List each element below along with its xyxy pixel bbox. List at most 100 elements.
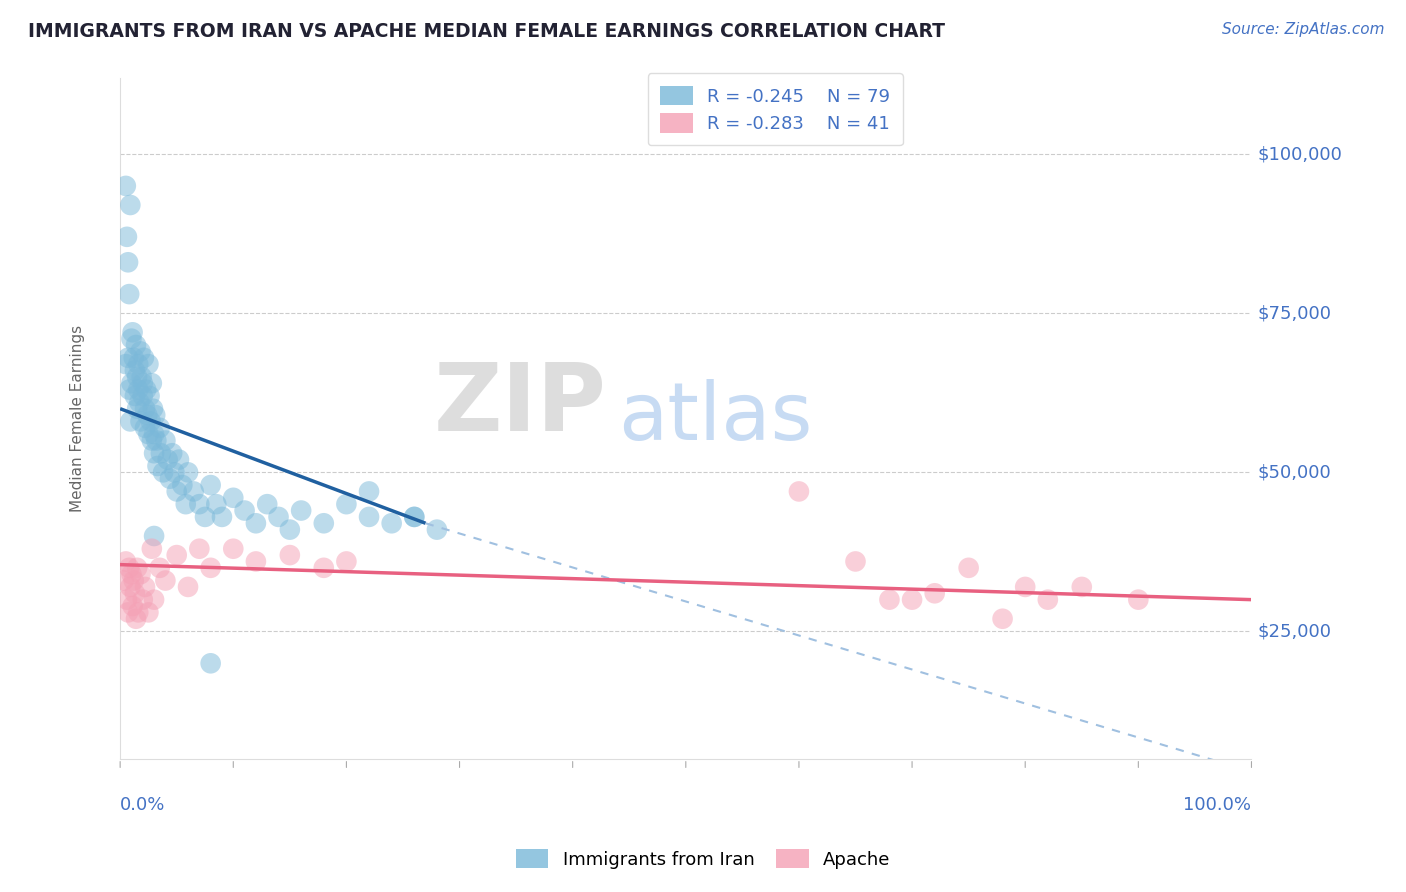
Point	[844, 554, 866, 568]
Point	[127, 606, 149, 620]
Point	[120, 376, 142, 391]
Point	[901, 592, 924, 607]
Point	[125, 612, 148, 626]
Point	[160, 446, 183, 460]
Point	[120, 414, 142, 428]
Point	[121, 599, 143, 613]
Text: $50,000: $50,000	[1257, 463, 1331, 482]
Point	[127, 561, 149, 575]
Point	[357, 484, 380, 499]
Point	[128, 395, 150, 409]
Point	[134, 401, 156, 416]
Point	[120, 332, 142, 346]
Point	[188, 497, 211, 511]
Point	[152, 466, 174, 480]
Text: ZIP: ZIP	[433, 359, 606, 450]
Point	[200, 657, 222, 671]
Point	[879, 592, 901, 607]
Point	[129, 344, 152, 359]
Point	[143, 408, 166, 422]
Point	[117, 351, 139, 365]
Text: Median Female Earnings: Median Female Earnings	[70, 325, 84, 512]
Point	[125, 338, 148, 352]
Point	[1128, 592, 1150, 607]
Point	[163, 466, 186, 480]
Point	[183, 484, 205, 499]
Point	[138, 427, 160, 442]
Point	[172, 478, 194, 492]
Point	[122, 574, 145, 588]
Text: $75,000: $75,000	[1257, 304, 1331, 322]
Point	[167, 452, 190, 467]
Point	[136, 408, 159, 422]
Point	[200, 561, 222, 575]
Text: Source: ZipAtlas.com: Source: ZipAtlas.com	[1222, 22, 1385, 37]
Point	[957, 561, 980, 575]
Point	[787, 484, 810, 499]
Point	[991, 612, 1014, 626]
Point	[312, 561, 335, 575]
Point	[129, 414, 152, 428]
Point	[159, 472, 181, 486]
Point	[138, 606, 160, 620]
Point	[120, 567, 142, 582]
Point	[141, 541, 163, 556]
Text: 100.0%: 100.0%	[1184, 797, 1251, 814]
Point	[118, 561, 141, 575]
Point	[118, 383, 141, 397]
Point	[404, 509, 426, 524]
Point	[134, 580, 156, 594]
Point	[149, 421, 172, 435]
Point	[127, 369, 149, 384]
Point	[124, 389, 146, 403]
Point	[222, 541, 245, 556]
Point	[194, 509, 217, 524]
Point	[114, 178, 136, 193]
Point	[278, 548, 301, 562]
Point	[122, 351, 145, 365]
Point	[135, 383, 157, 397]
Point	[222, 491, 245, 505]
Point	[155, 574, 177, 588]
Point	[357, 509, 380, 524]
Point	[245, 516, 267, 531]
Point	[174, 497, 197, 511]
Point	[141, 434, 163, 448]
Point	[335, 554, 357, 568]
Point	[177, 580, 200, 594]
Point	[404, 509, 426, 524]
Point	[112, 574, 135, 588]
Point	[132, 592, 155, 607]
Point	[381, 516, 404, 531]
Point	[139, 414, 162, 428]
Point	[114, 554, 136, 568]
Point	[290, 503, 312, 517]
Point	[127, 357, 149, 371]
Point	[124, 363, 146, 377]
Point	[177, 466, 200, 480]
Point	[278, 523, 301, 537]
Point	[149, 561, 172, 575]
Point	[1070, 580, 1092, 594]
Point	[256, 497, 278, 511]
Point	[114, 357, 136, 371]
Point	[267, 509, 290, 524]
Point	[166, 484, 188, 499]
Point	[127, 383, 149, 397]
Point	[120, 580, 142, 594]
Point	[143, 427, 166, 442]
Point	[132, 389, 155, 403]
Point	[155, 434, 177, 448]
Point	[245, 554, 267, 568]
Point	[142, 401, 165, 416]
Point	[131, 369, 153, 384]
Legend: Immigrants from Iran, Apache: Immigrants from Iran, Apache	[509, 841, 897, 876]
Point	[200, 478, 222, 492]
Point	[134, 421, 156, 435]
Point	[149, 446, 172, 460]
Point	[138, 357, 160, 371]
Text: atlas: atlas	[617, 379, 813, 458]
Point	[312, 516, 335, 531]
Point	[188, 541, 211, 556]
Point	[127, 401, 149, 416]
